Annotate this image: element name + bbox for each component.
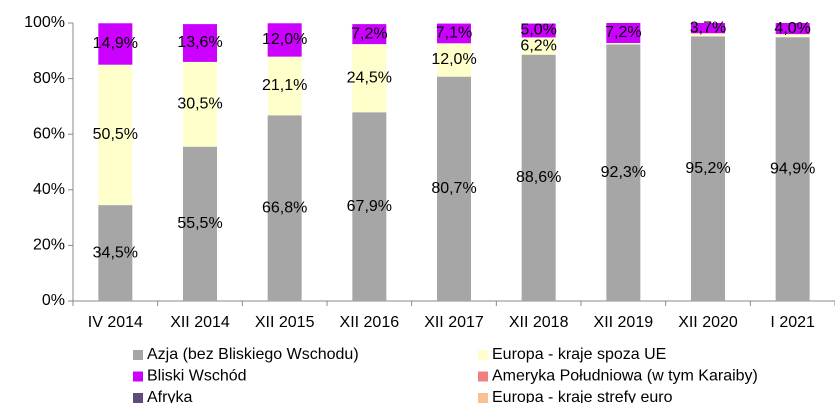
data-label: 5,0% xyxy=(520,22,556,39)
bar-segment xyxy=(691,23,725,34)
data-label: 7,2% xyxy=(605,24,641,41)
data-label: 3,7% xyxy=(690,19,726,36)
legend-swatch xyxy=(133,350,143,360)
y-tick-label: 40% xyxy=(33,181,65,198)
x-tick-label: XII 2017 xyxy=(424,314,484,331)
legend-swatch xyxy=(133,393,143,403)
data-label: 34,5% xyxy=(93,244,138,261)
bar-segment xyxy=(521,54,556,301)
data-label: 12,0% xyxy=(262,31,307,48)
bar-segment xyxy=(267,115,302,302)
data-label: 24,5% xyxy=(347,69,392,86)
data-label: 21,1% xyxy=(262,77,307,94)
bar-segment xyxy=(775,37,810,301)
legend-label: Bliski Wschód xyxy=(147,368,247,385)
bar-segment xyxy=(606,44,641,301)
legend-label: Ameryka Południowa (w tym Karaiby) xyxy=(492,368,758,385)
bar-segment xyxy=(437,23,471,44)
data-label: 55,5% xyxy=(177,215,222,232)
legend-swatch xyxy=(133,371,143,382)
data-label: 66,8% xyxy=(262,199,307,216)
bar-segment xyxy=(183,61,217,147)
legend-swatch xyxy=(478,371,488,382)
bar-segment xyxy=(267,23,302,57)
legend-label: Azja (bez Bliskiego Wschodu) xyxy=(147,346,359,363)
legend-label: Europa - kraje spoza UE xyxy=(492,346,666,363)
data-label: 12,0% xyxy=(431,51,476,68)
bar-segment xyxy=(606,43,641,45)
x-tick-label: XII 2020 xyxy=(678,314,738,331)
bar-segment xyxy=(267,56,302,116)
bar-segment xyxy=(521,37,556,55)
data-label: 6,2% xyxy=(520,37,556,54)
x-tick-label: XII 2015 xyxy=(255,314,315,331)
y-tick-label: 100% xyxy=(24,14,65,31)
data-label: 14,9% xyxy=(93,35,138,52)
data-label: 7,2% xyxy=(351,25,387,42)
bar-segment xyxy=(691,36,725,302)
x-tick-label: XII 2018 xyxy=(509,314,569,331)
x-tick-label: XII 2014 xyxy=(170,314,230,331)
bar-segment xyxy=(183,24,217,62)
bar-segment xyxy=(691,33,725,37)
data-label: 92,3% xyxy=(601,164,646,181)
bar-segment xyxy=(98,23,133,65)
x-tick-label: XII 2019 xyxy=(594,314,654,331)
x-tick-label: IV 2014 xyxy=(88,314,143,331)
data-label: 7,1% xyxy=(436,25,472,42)
bar-segment xyxy=(352,44,387,113)
bar-segment xyxy=(437,43,471,77)
y-tick-label: 80% xyxy=(33,70,65,87)
data-label: 88,6% xyxy=(516,169,561,186)
legend-swatch xyxy=(478,350,488,360)
bar-segment xyxy=(521,23,556,38)
x-tick-label: XII 2016 xyxy=(340,314,400,331)
legend-label: Afryka xyxy=(147,389,192,403)
bar-segment xyxy=(98,64,133,206)
data-label: 95,2% xyxy=(685,160,730,177)
data-label: 50,5% xyxy=(93,126,138,143)
data-label: 30,5% xyxy=(177,96,222,113)
x-tick-label: I 2021 xyxy=(770,314,815,331)
data-label: 80,7% xyxy=(431,180,476,197)
bar-segment xyxy=(98,205,133,301)
bar-segment xyxy=(606,23,641,44)
bar-segment xyxy=(437,76,471,302)
y-tick-label: 60% xyxy=(33,125,65,142)
y-tick-label: 0% xyxy=(42,292,65,309)
y-tick-label: 20% xyxy=(33,237,65,254)
bar-segment xyxy=(352,112,387,301)
data-label: 13,6% xyxy=(177,34,222,51)
bar-segment xyxy=(775,34,810,38)
data-label: 67,9% xyxy=(347,198,392,215)
bar-segment xyxy=(775,23,810,35)
legend-swatch xyxy=(478,393,488,403)
legend-label: Europa - kraje strefy euro xyxy=(492,389,673,403)
bar-segment xyxy=(183,146,217,301)
data-label: 94,9% xyxy=(770,160,815,177)
bar-segment xyxy=(352,24,387,45)
data-label: 4,0% xyxy=(774,20,810,37)
